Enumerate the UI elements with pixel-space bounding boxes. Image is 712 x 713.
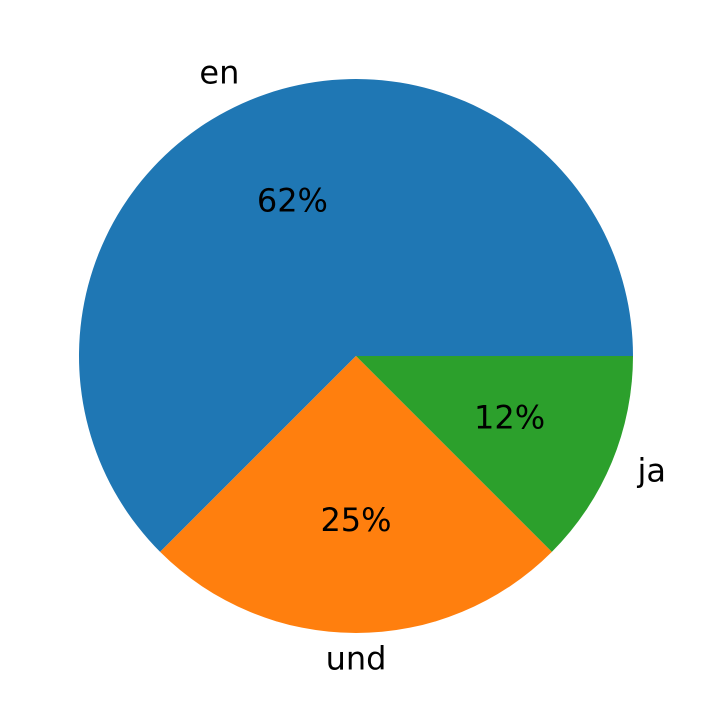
- pie-slice: [356, 356, 633, 552]
- pie-slice: [160, 356, 552, 634]
- pie-slice: [78, 78, 634, 552]
- slice-label: ja: [637, 452, 667, 490]
- slice-label: und: [326, 640, 387, 678]
- slice-value-label: 62%: [257, 181, 328, 219]
- slice-label: en: [199, 53, 239, 91]
- slice-value-label: 12%: [474, 399, 545, 437]
- slice-value-label: 25%: [320, 501, 391, 539]
